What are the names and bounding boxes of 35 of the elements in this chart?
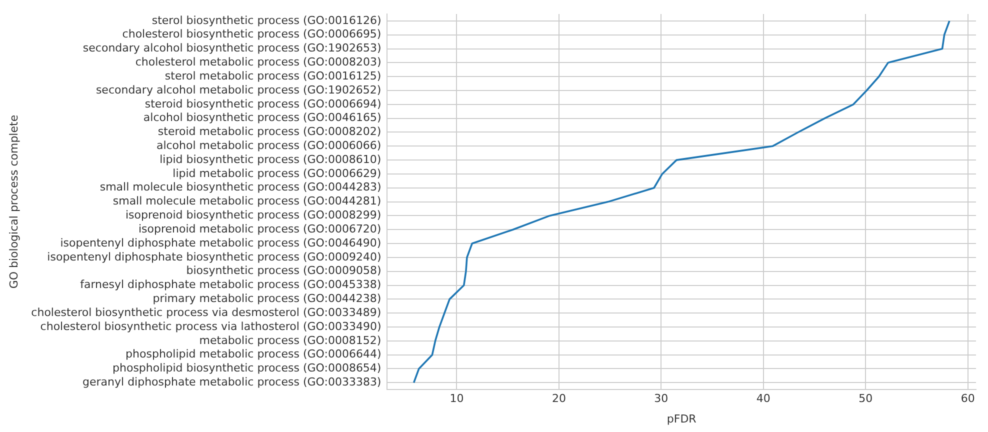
y-tick-label: small molecule biosynthetic process (GO:0044283): [100, 180, 382, 194]
y-tick-label: cholesterol biosynthetic process (GO:0006695): [122, 28, 382, 41]
y-tick-label: isoprenoid biosynthetic process (GO:0008299): [125, 208, 382, 222]
y-tick-label: lipid metabolic process (GO:0006629): [172, 166, 382, 180]
y-tick-label: sterol biosynthetic process (GO:0016126): [152, 14, 382, 27]
y-tick-label: small molecule metabolic process (GO:0044281): [112, 194, 382, 208]
y-tick-label: primary metabolic process (GO:0044238): [152, 292, 382, 306]
y-tick-label: cholesterol biosynthetic process via lathosterol (GO:0033490): [40, 320, 382, 333]
x-tick-label: 20: [552, 392, 566, 406]
y-tick-label: geranyl diphosphate metabolic process (GO:0033383): [82, 376, 382, 389]
y-tick-label: secondary alcohol biosynthetic process (GO:1902653): [82, 42, 382, 55]
y-tick-label: alcohol biosynthetic process (GO:0046165): [143, 111, 382, 124]
y-tick-label: isopentenyl diphosphate metabolic process (GO:0046490): [60, 236, 382, 250]
x-axis-title: pFDR: [666, 412, 697, 426]
x-tick-label: 60: [960, 392, 975, 406]
x-tick-label: 40: [756, 392, 770, 406]
y-tick-label: phospholipid biosynthetic process (GO:0008654): [112, 362, 382, 375]
y-tick-label: steroid metabolic process (GO:0008202): [158, 125, 382, 138]
x-tick-label: 50: [858, 392, 873, 406]
x-tick-label: 30: [654, 392, 668, 406]
y-tick-label: isoprenoid metabolic process (GO:0006720): [138, 222, 382, 236]
y-tick-label: metabolic process (GO:0008152): [199, 334, 382, 347]
y-tick-label: isopentenyl diphosphate biosynthetic process (GO:0009240): [47, 250, 382, 264]
y-tick-label: biosynthetic process (GO:0009058): [186, 264, 382, 278]
y-tick-label: lipid biosynthetic process (GO:0008610): [160, 152, 382, 166]
y-tick-label: farnesyl diphosphate metabolic process (GO:0045338): [80, 278, 382, 292]
y-tick-label: secondary alcohol metabolic process (GO:1902652): [96, 83, 382, 96]
y-tick-label: cholesterol metabolic process (GO:0008203): [135, 56, 382, 69]
y-axis-title: GO biological process complete: [7, 114, 20, 289]
y-tick-label: alcohol metabolic process (GO:0006066): [156, 139, 382, 152]
y-tick-label: steroid biosynthetic process (GO:0006694): [144, 97, 382, 110]
y-tick-label: cholesterol biosynthetic process via desmosterol (GO:0033489): [31, 306, 382, 319]
x-tick-label: 10: [450, 392, 464, 406]
y-tick-label: sterol metabolic process (GO:0016125): [164, 69, 382, 82]
y-tick-label: phospholipid metabolic process (GO:0006644): [126, 348, 382, 361]
